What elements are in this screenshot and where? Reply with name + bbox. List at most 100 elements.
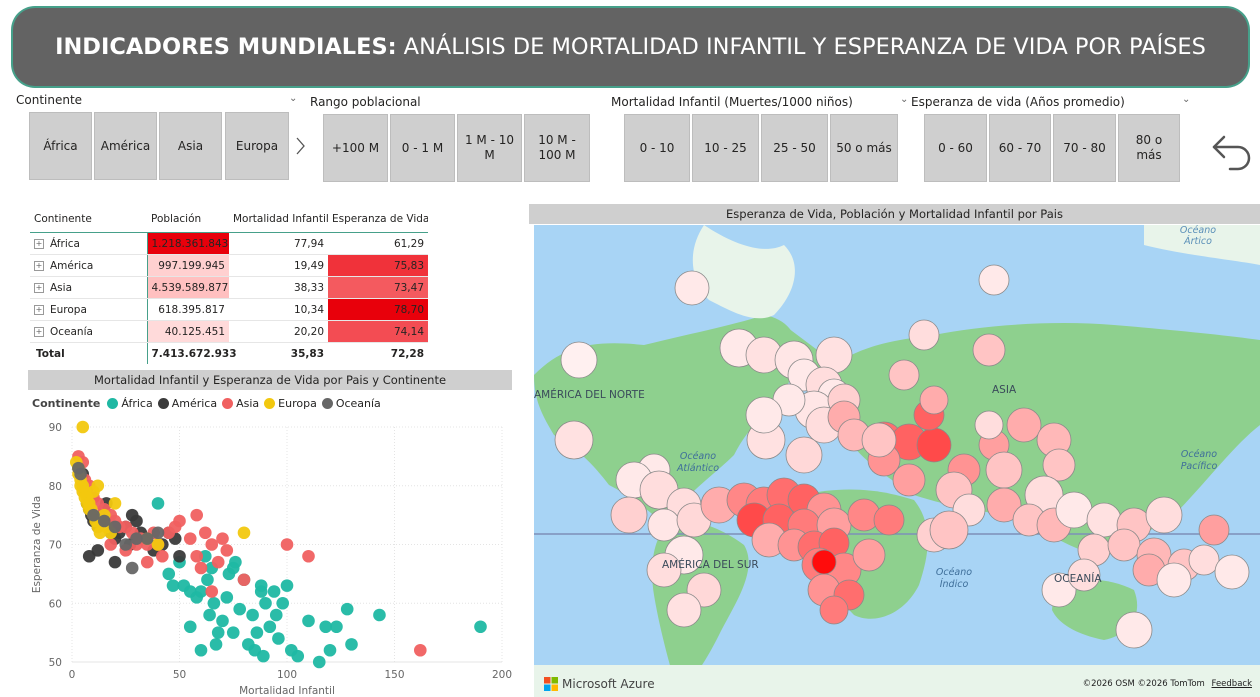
map-bubble[interactable] — [1107, 528, 1141, 562]
expand-icon[interactable]: + — [34, 304, 44, 315]
scatter-point[interactable] — [280, 538, 294, 551]
scatter-point[interactable] — [194, 643, 208, 657]
tile-mortalidad-25-50[interactable]: 25 - 50 — [761, 114, 828, 182]
map-bubble[interactable] — [888, 359, 920, 391]
scatter-point[interactable] — [302, 549, 315, 563]
scatter-point[interactable] — [87, 508, 100, 522]
scatter-point[interactable] — [108, 520, 122, 534]
tile-continente-america[interactable]: América — [94, 112, 157, 180]
chevron-right-icon[interactable] — [294, 136, 306, 156]
scatter-point[interactable] — [267, 585, 281, 598]
scatter-point[interactable] — [173, 549, 186, 563]
map-svg[interactable] — [534, 225, 1260, 697]
tile-mortalidad-50-mas[interactable]: 50 o más — [830, 114, 898, 182]
expand-icon[interactable]: + — [34, 326, 44, 337]
scatter-point[interactable] — [173, 514, 186, 528]
scatter-point[interactable] — [340, 602, 354, 616]
scatter-point[interactable] — [183, 532, 197, 545]
tile-continente-asia[interactable]: Asia — [159, 112, 222, 180]
scatter-point[interactable] — [220, 544, 234, 557]
scatter-point[interactable] — [259, 596, 272, 610]
scatter-point[interactable] — [254, 579, 268, 592]
scatter-point[interactable] — [201, 573, 214, 587]
map-bubble[interactable] — [861, 422, 897, 458]
row-continente[interactable]: + Asia — [30, 276, 147, 299]
map-bubble[interactable] — [908, 319, 940, 351]
scatter-point[interactable] — [104, 538, 117, 551]
tile-esperanza-80-mas[interactable]: 80 o más — [1118, 114, 1180, 182]
row-continente[interactable]: + Oceanía — [30, 320, 147, 343]
scatter-point[interactable] — [211, 626, 225, 639]
legend-item[interactable]: África — [107, 397, 153, 410]
scatter-chart[interactable]: 50 60 70 80 90 0 50 100 150 200 Mortalidad Infanti… — [28, 415, 512, 697]
map-bubble[interactable] — [674, 270, 710, 306]
tile-continente-europa[interactable]: Europa — [225, 112, 289, 180]
tile-mortalidad-10-25[interactable]: 10 - 25 — [692, 114, 759, 182]
map-bubble[interactable] — [873, 504, 905, 536]
table-row[interactable]: + América 997.199.945 19,49 75,83 — [30, 254, 428, 277]
scatter-point[interactable] — [474, 620, 487, 634]
map-bubble[interactable] — [974, 410, 1004, 440]
scatter-point[interactable] — [199, 526, 212, 540]
map-bubble[interactable] — [1156, 562, 1192, 598]
scatter-point[interactable] — [97, 514, 111, 528]
feedback-link[interactable]: Feedback — [1211, 679, 1252, 689]
scatter-point[interactable] — [250, 626, 264, 639]
tile-rango-0-1m[interactable]: 0 - 1 M — [390, 114, 455, 182]
scatter-point[interactable] — [319, 620, 333, 634]
scatter-point[interactable] — [211, 555, 225, 569]
map-bubble[interactable] — [986, 487, 1022, 523]
scatter-point[interactable] — [257, 649, 270, 663]
map-bubble[interactable] — [929, 510, 969, 550]
scatter-point[interactable] — [345, 638, 358, 651]
scatter-point[interactable] — [74, 467, 87, 481]
legend-item[interactable]: Europa — [264, 397, 317, 410]
map-bubble[interactable] — [1041, 572, 1077, 608]
scatter-point[interactable] — [140, 555, 154, 569]
map-bubble[interactable] — [610, 496, 648, 534]
scatter-point[interactable] — [151, 526, 165, 540]
map-bubble[interactable] — [985, 451, 1023, 489]
map-bubble[interactable] — [916, 427, 952, 463]
chevron-down-icon[interactable]: ⌄ — [289, 93, 298, 104]
scatter-point[interactable] — [76, 420, 90, 434]
expand-icon[interactable]: + — [34, 260, 44, 271]
scatter-point[interactable] — [130, 514, 143, 528]
row-continente[interactable]: + América — [30, 254, 147, 277]
scatter-point[interactable] — [140, 532, 154, 545]
scatter-point[interactable] — [269, 608, 283, 622]
scatter-point[interactable] — [91, 479, 105, 493]
scatter-point[interactable] — [108, 497, 122, 510]
scatter-point[interactable] — [280, 579, 294, 592]
map-bubble[interactable] — [785, 436, 823, 474]
map-bubble[interactable] — [1188, 544, 1220, 576]
scatter-point[interactable] — [151, 497, 165, 510]
map-bubble[interactable] — [811, 549, 837, 575]
scatter-point[interactable] — [220, 591, 234, 604]
scatter-point[interactable] — [373, 608, 386, 622]
scatter-point[interactable] — [108, 555, 122, 569]
col-header-poblacion[interactable]: Población — [147, 206, 229, 233]
scatter-point[interactable] — [263, 620, 277, 634]
scatter-point[interactable] — [272, 632, 285, 645]
map-bubble[interactable] — [1214, 554, 1250, 590]
scatter-point[interactable] — [119, 538, 133, 551]
col-header-mortalidad[interactable]: Mortalidad Infantil — [229, 206, 328, 233]
legend-item[interactable]: Oceanía — [321, 397, 381, 410]
scatter-point[interactable] — [183, 620, 197, 634]
scatter-point[interactable] — [183, 585, 197, 598]
expand-icon[interactable]: + — [34, 282, 44, 293]
table-row[interactable]: + Asia 4.539.589.877 38,33 73,47 — [30, 276, 428, 299]
scatter-point[interactable] — [216, 532, 229, 545]
scatter-point[interactable] — [194, 561, 208, 575]
tile-esperanza-70-80[interactable]: 70 - 80 — [1053, 114, 1116, 182]
scatter-point[interactable] — [130, 532, 143, 545]
scatter-point[interactable] — [323, 643, 337, 657]
map-bubble[interactable] — [1115, 611, 1153, 649]
scatter-point[interactable] — [209, 638, 223, 651]
scatter-point[interactable] — [246, 608, 259, 622]
map-bubble[interactable] — [1145, 496, 1183, 534]
scatter-point[interactable] — [91, 544, 105, 557]
map-bubble[interactable] — [1006, 407, 1042, 443]
scatter-point[interactable] — [166, 579, 180, 592]
